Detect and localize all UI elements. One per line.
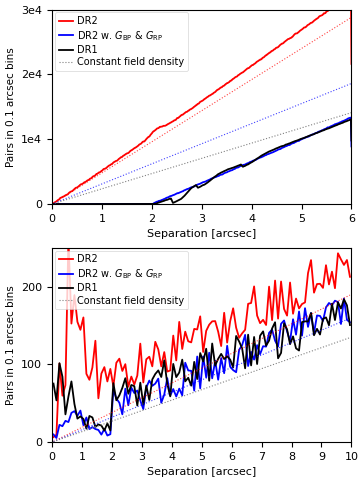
Y-axis label: Pairs in 0.1 arcsec bins: Pairs in 0.1 arcsec bins (5, 47, 16, 167)
Line: DR2 w. $G_{\rm BP}$ & $G_{\rm RP}$: DR2 w. $G_{\rm BP}$ & $G_{\rm RP}$ (54, 298, 350, 438)
Y-axis label: Pairs in 0.1 arcsec bins: Pairs in 0.1 arcsec bins (5, 285, 16, 405)
DR2 w. $G_{\rm BP}$ & $G_{\rm RP}$ (54, 435, 59, 441)
Line: DR2: DR2 (54, 238, 350, 437)
DR2 (226, 80, 231, 85)
DR2 (327, 282, 331, 287)
DR1 (207, 378, 211, 384)
DR2 (275, 44, 280, 50)
DR2 w. $G_{\rm BP}$ & $G_{\rm RP}$ (327, 300, 331, 306)
DR2 w. $G_{\rm BP}$ & $G_{\rm RP}$ (50, 201, 54, 207)
DR2 w. $G_{\rm BP}$ & $G_{\rm RP}$ (349, 143, 354, 149)
DR2 (185, 109, 190, 114)
Line: DR1: DR1 (52, 119, 352, 204)
DR2 (51, 434, 56, 440)
DR2 (50, 201, 54, 207)
DR1 (250, 159, 254, 165)
DR2 (250, 62, 254, 68)
DR1 (123, 375, 127, 381)
DR1 (336, 299, 340, 305)
DR1 (50, 201, 54, 207)
DR1 (111, 380, 115, 386)
DR2 (348, 274, 352, 280)
Line: DR2 w. $G_{\rm BP}$ & $G_{\rm RP}$: DR2 w. $G_{\rm BP}$ & $G_{\rm RP}$ (52, 118, 352, 204)
DR1 (51, 381, 56, 386)
DR2 (336, 250, 340, 256)
DR2 (123, 361, 127, 367)
DR1 (348, 322, 352, 328)
DR1 (231, 365, 236, 370)
DR1 (342, 297, 346, 302)
DR2 w. $G_{\rm BP}$ & $G_{\rm RP}$ (123, 386, 127, 392)
DR2 (231, 305, 236, 311)
DR1 (349, 138, 354, 143)
Legend: DR2, DR2 w. $G_{\rm BP}$ & $G_{\rm RP}$, DR1, Constant field density: DR2, DR2 w. $G_{\rm BP}$ & $G_{\rm RP}$,… (55, 13, 188, 71)
DR2 (66, 235, 71, 241)
DR2 (127, 150, 131, 156)
X-axis label: Separation [arcsec]: Separation [arcsec] (147, 468, 256, 477)
DR1 (226, 166, 231, 172)
DR1 (185, 189, 190, 195)
DR2 (103, 166, 107, 171)
DR2 w. $G_{\rm BP}$ & $G_{\rm RP}$ (231, 367, 236, 373)
DR2 w. $G_{\rm BP}$ & $G_{\rm RP}$ (336, 299, 340, 305)
DR2 (207, 322, 211, 327)
DR2 w. $G_{\rm BP}$ & $G_{\rm RP}$ (111, 387, 115, 393)
DR2 w. $G_{\rm BP}$ & $G_{\rm RP}$ (207, 350, 211, 355)
DR2 w. $G_{\rm BP}$ & $G_{\rm RP}$ (275, 147, 280, 153)
Line: DR1: DR1 (54, 299, 350, 430)
DR2 w. $G_{\rm BP}$ & $G_{\rm RP}$ (51, 432, 56, 438)
DR1 (102, 427, 107, 433)
DR2 (111, 384, 115, 389)
DR2 w. $G_{\rm BP}$ & $G_{\rm RP}$ (103, 201, 107, 207)
DR1 (349, 116, 353, 122)
DR2 w. $G_{\rm BP}$ & $G_{\rm RP}$ (349, 115, 353, 121)
DR1 (275, 145, 280, 151)
DR1 (327, 322, 331, 328)
DR2 w. $G_{\rm BP}$ & $G_{\rm RP}$ (348, 319, 352, 325)
DR2 (349, 61, 354, 67)
DR1 (127, 201, 131, 207)
X-axis label: Separation [arcsec]: Separation [arcsec] (147, 229, 256, 240)
DR2 w. $G_{\rm BP}$ & $G_{\rm RP}$ (226, 169, 231, 174)
DR2 w. $G_{\rm BP}$ & $G_{\rm RP}$ (127, 201, 131, 207)
Line: DR2: DR2 (52, 0, 352, 204)
DR2 w. $G_{\rm BP}$ & $G_{\rm RP}$ (342, 296, 346, 301)
DR2 w. $G_{\rm BP}$ & $G_{\rm RP}$ (185, 186, 190, 192)
DR2 w. $G_{\rm BP}$ & $G_{\rm RP}$ (250, 158, 254, 164)
Legend: DR2, DR2 w. $G_{\rm BP}$ & $G_{\rm RP}$, DR1, Constant field density: DR2, DR2 w. $G_{\rm BP}$ & $G_{\rm RP}$,… (55, 251, 188, 310)
DR1 (103, 201, 107, 207)
